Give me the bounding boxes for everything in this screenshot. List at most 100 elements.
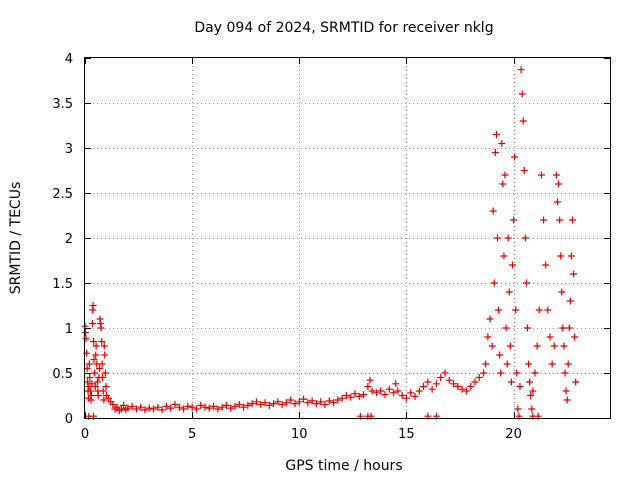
data-point xyxy=(467,383,475,390)
data-point xyxy=(563,396,571,404)
data-point xyxy=(117,405,125,413)
data-point xyxy=(517,66,525,74)
data-point xyxy=(94,392,102,399)
data-point xyxy=(97,324,105,332)
data-point xyxy=(572,378,580,386)
data-point xyxy=(533,342,541,350)
data-point xyxy=(499,180,507,188)
data-point xyxy=(227,404,235,412)
data-point xyxy=(81,329,89,336)
data-point xyxy=(542,261,550,269)
data-point xyxy=(524,324,531,332)
data-point xyxy=(529,387,537,395)
data-point xyxy=(564,360,572,368)
data-point xyxy=(558,288,566,296)
data-point xyxy=(124,404,132,412)
data-point xyxy=(295,398,303,406)
data-point xyxy=(261,399,269,407)
data-point xyxy=(201,403,209,411)
data-points xyxy=(81,66,580,420)
data-point xyxy=(93,378,101,386)
data-point xyxy=(171,401,179,408)
x-tick-label: 5 xyxy=(188,427,196,442)
data-point xyxy=(150,405,158,413)
data-point xyxy=(184,402,192,410)
data-point xyxy=(99,374,107,381)
data-point xyxy=(528,405,536,413)
data-point xyxy=(167,404,175,412)
data-point xyxy=(548,360,556,368)
data-point xyxy=(90,338,98,345)
data-point xyxy=(188,403,196,411)
y-tick-label: 4 xyxy=(65,52,73,67)
data-point xyxy=(437,374,445,381)
data-point xyxy=(84,378,92,386)
y-tick-label: 2.5 xyxy=(52,187,73,202)
y-tick-label: 1.5 xyxy=(52,277,73,292)
data-point xyxy=(566,297,574,305)
data-point xyxy=(513,369,521,377)
data-point xyxy=(102,383,110,390)
data-point xyxy=(518,90,526,98)
data-point xyxy=(385,385,393,393)
data-point xyxy=(92,351,100,359)
data-point xyxy=(492,131,500,138)
data-point xyxy=(91,369,99,377)
data-point xyxy=(480,369,488,377)
data-point xyxy=(502,324,510,332)
grid xyxy=(85,58,610,418)
data-point xyxy=(132,405,140,413)
data-point xyxy=(392,380,400,388)
data-point xyxy=(494,234,501,242)
data-point xyxy=(366,376,374,384)
data-point xyxy=(565,324,573,332)
data-point xyxy=(402,394,410,402)
data-point xyxy=(516,383,524,390)
data-point xyxy=(205,404,213,412)
data-point xyxy=(244,401,252,409)
data-point xyxy=(304,399,312,407)
data-point xyxy=(489,207,497,215)
data-point xyxy=(98,360,106,368)
data-point xyxy=(486,315,494,323)
data-point xyxy=(525,360,533,368)
data-point xyxy=(556,216,564,224)
chart-title: Day 094 of 2024, SRMTID for receiver nkl… xyxy=(194,20,493,36)
data-point xyxy=(312,400,320,408)
data-point xyxy=(113,403,121,411)
data-point xyxy=(89,320,96,327)
data-point xyxy=(458,385,466,393)
data-point xyxy=(342,392,350,399)
data-point xyxy=(531,369,539,377)
data-point xyxy=(490,279,498,287)
data-point xyxy=(372,389,380,397)
data-point xyxy=(561,369,569,377)
data-point xyxy=(441,369,449,377)
data-point xyxy=(92,342,100,350)
data-point xyxy=(87,392,95,399)
data-point xyxy=(560,342,568,350)
x-tick-label: 10 xyxy=(291,427,308,442)
data-point xyxy=(504,234,512,242)
data-point xyxy=(96,320,104,327)
data-point xyxy=(154,403,162,411)
data-point xyxy=(368,387,376,395)
data-point xyxy=(540,216,548,224)
data-point xyxy=(282,399,290,407)
data-point xyxy=(100,342,108,350)
data-point xyxy=(300,395,308,403)
plot-frame xyxy=(84,57,611,419)
data-point xyxy=(330,399,338,407)
data-point xyxy=(535,306,543,314)
data-point xyxy=(509,261,516,269)
data-point xyxy=(231,402,239,410)
data-point xyxy=(390,389,398,397)
data-point xyxy=(338,394,346,402)
data-point xyxy=(557,252,565,260)
data-point xyxy=(514,405,522,413)
data-point xyxy=(505,288,513,296)
data-point xyxy=(562,387,570,395)
data-point xyxy=(503,360,511,368)
